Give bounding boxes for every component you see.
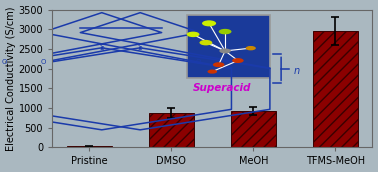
Text: O: O xyxy=(234,60,240,66)
Text: O: O xyxy=(40,60,46,66)
Text: S: S xyxy=(99,43,104,52)
Y-axis label: Electrical Conductivity (S/cm): Electrical Conductivity (S/cm) xyxy=(6,6,15,151)
Text: S: S xyxy=(138,43,143,52)
Circle shape xyxy=(202,20,216,26)
Text: O: O xyxy=(2,60,8,66)
Circle shape xyxy=(232,58,244,63)
Text: n: n xyxy=(294,66,300,76)
Bar xyxy=(67,146,112,147)
Bar xyxy=(149,113,194,147)
Circle shape xyxy=(213,62,225,67)
Circle shape xyxy=(246,46,256,50)
Bar xyxy=(231,111,276,147)
Circle shape xyxy=(187,32,200,37)
Text: Superacid: Superacid xyxy=(193,83,251,93)
Circle shape xyxy=(219,29,231,34)
Circle shape xyxy=(208,69,217,74)
FancyBboxPatch shape xyxy=(187,15,270,78)
Circle shape xyxy=(219,49,231,53)
Bar xyxy=(313,31,358,147)
Circle shape xyxy=(200,40,212,45)
Text: O: O xyxy=(196,60,201,66)
